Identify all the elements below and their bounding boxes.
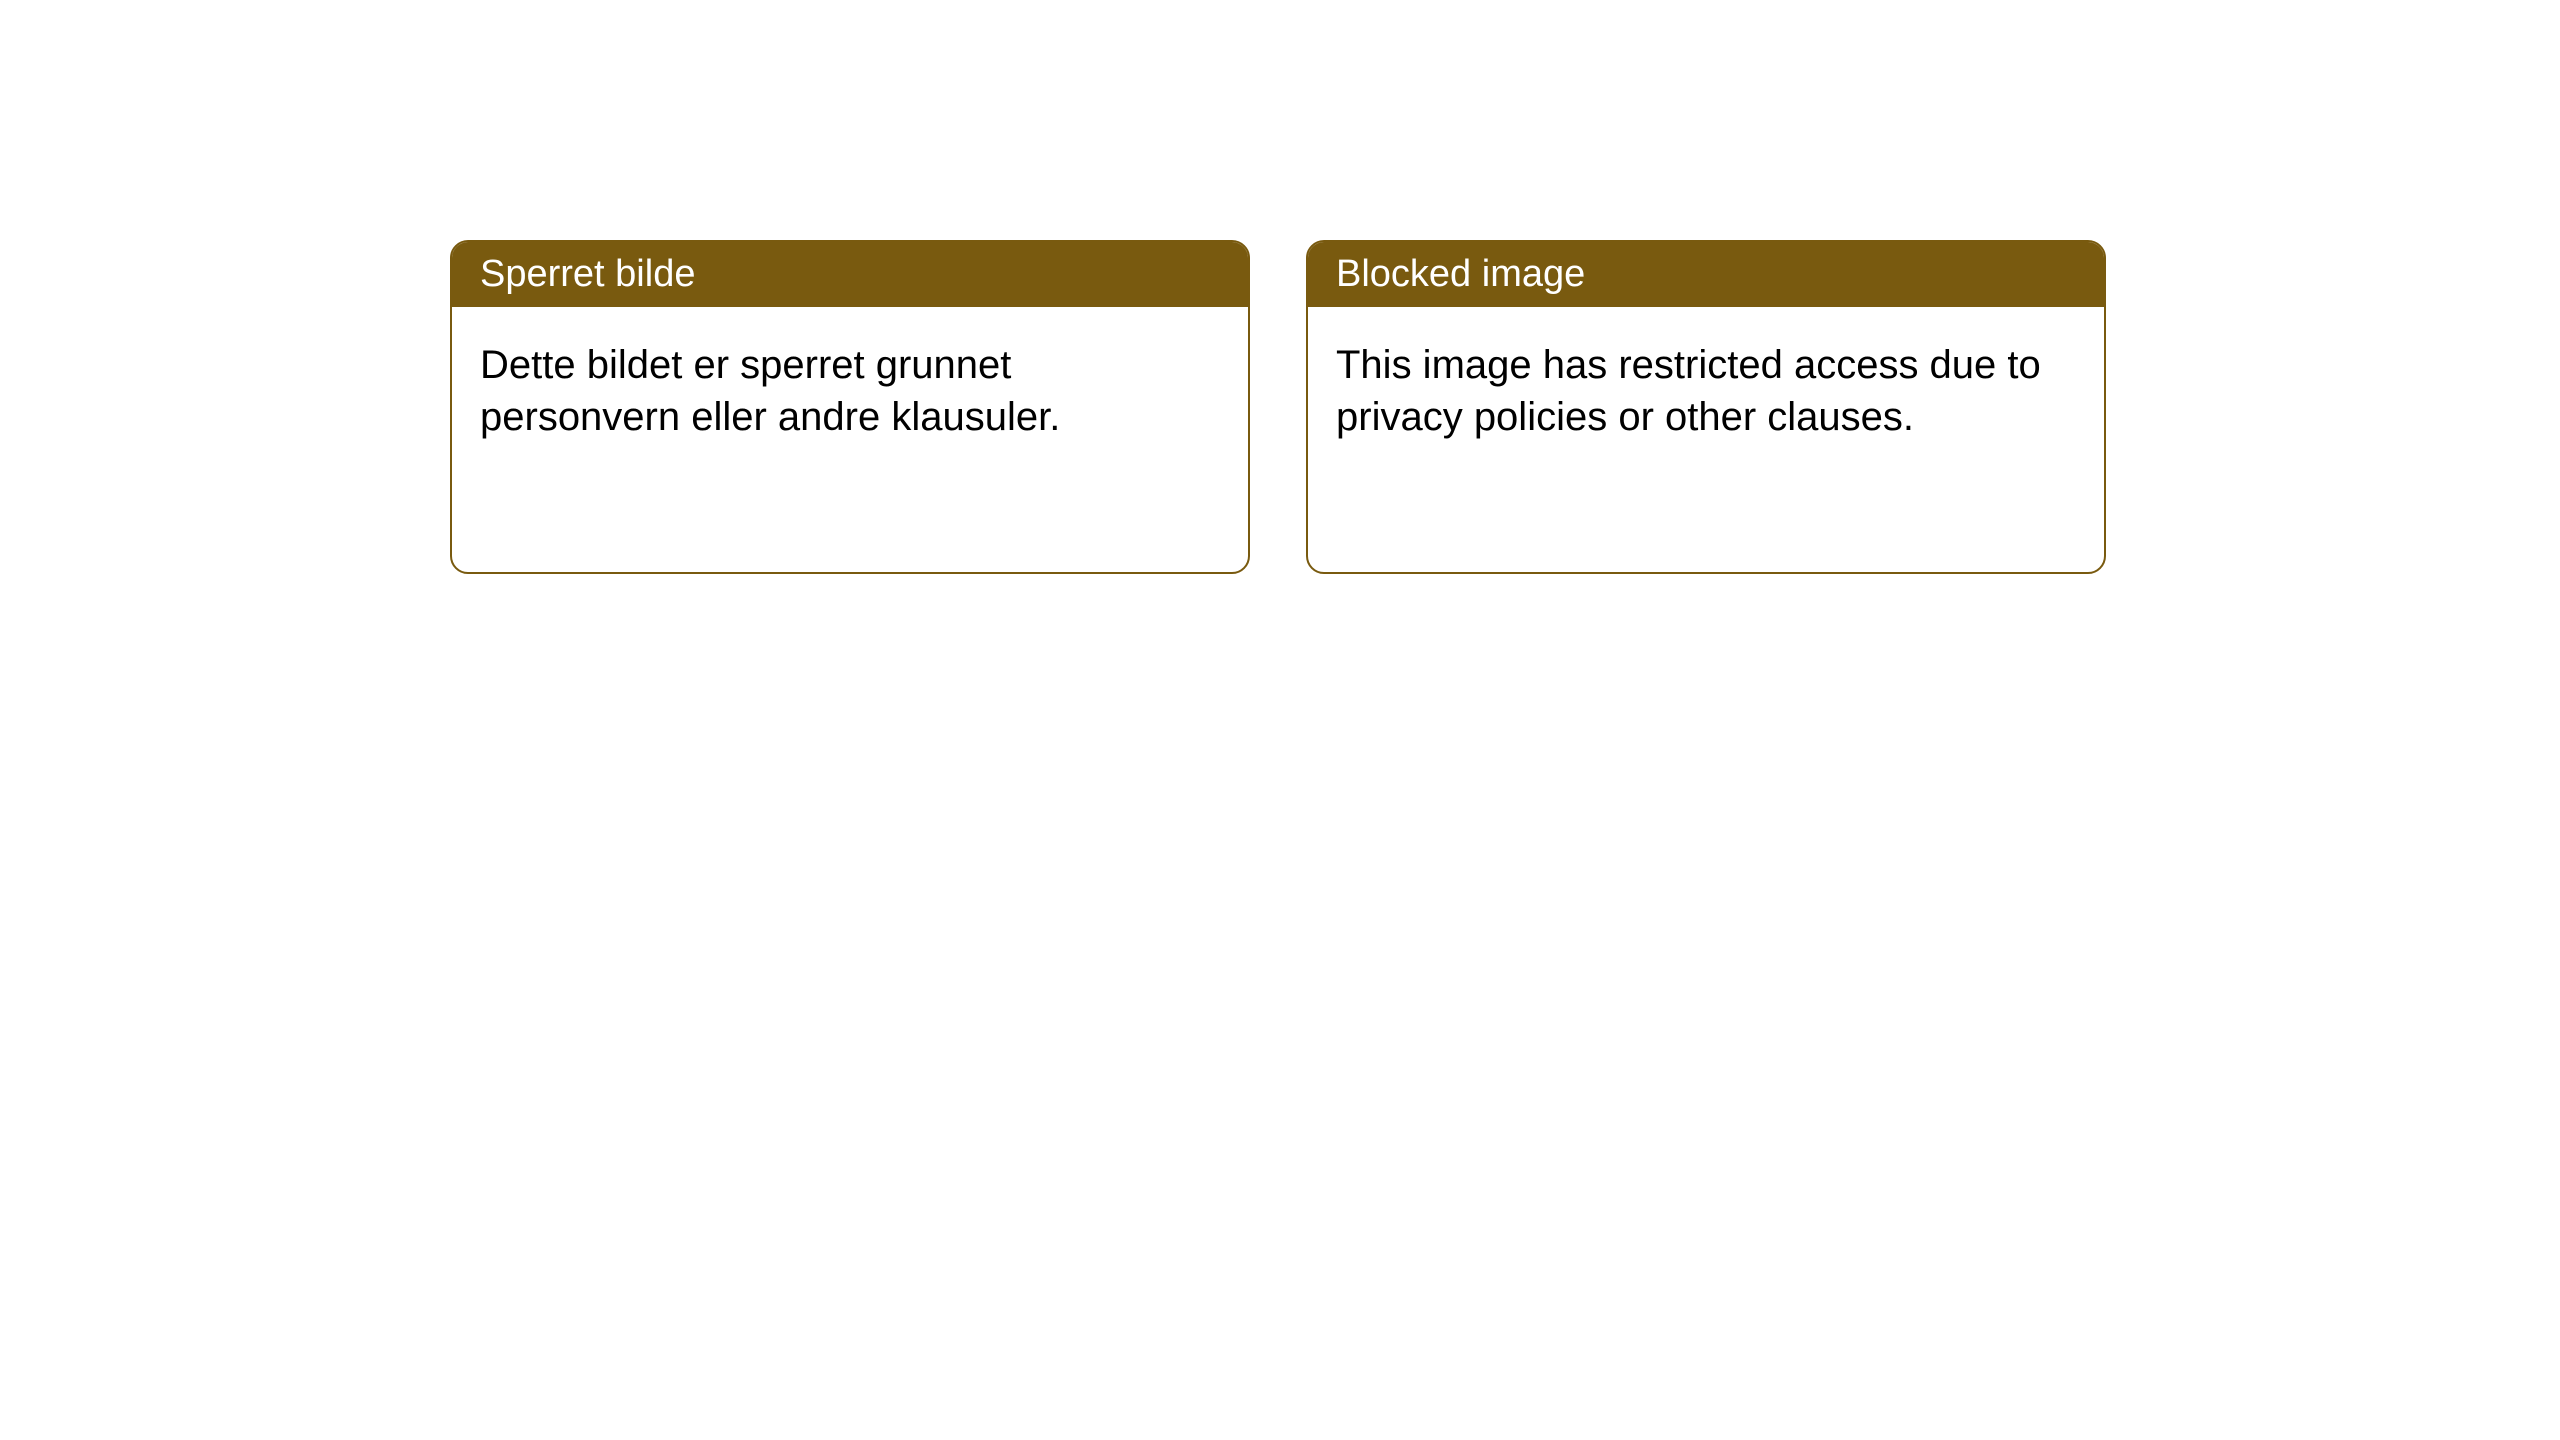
notice-card-en: Blocked image This image has restricted … bbox=[1306, 240, 2106, 574]
notice-container: Sperret bilde Dette bildet er sperret gr… bbox=[0, 0, 2560, 574]
notice-card-title: Blocked image bbox=[1308, 242, 2104, 307]
notice-card-title: Sperret bilde bbox=[452, 242, 1248, 307]
notice-card-no: Sperret bilde Dette bildet er sperret gr… bbox=[450, 240, 1250, 574]
notice-card-body: Dette bildet er sperret grunnet personve… bbox=[452, 307, 1248, 475]
notice-card-body: This image has restricted access due to … bbox=[1308, 307, 2104, 475]
